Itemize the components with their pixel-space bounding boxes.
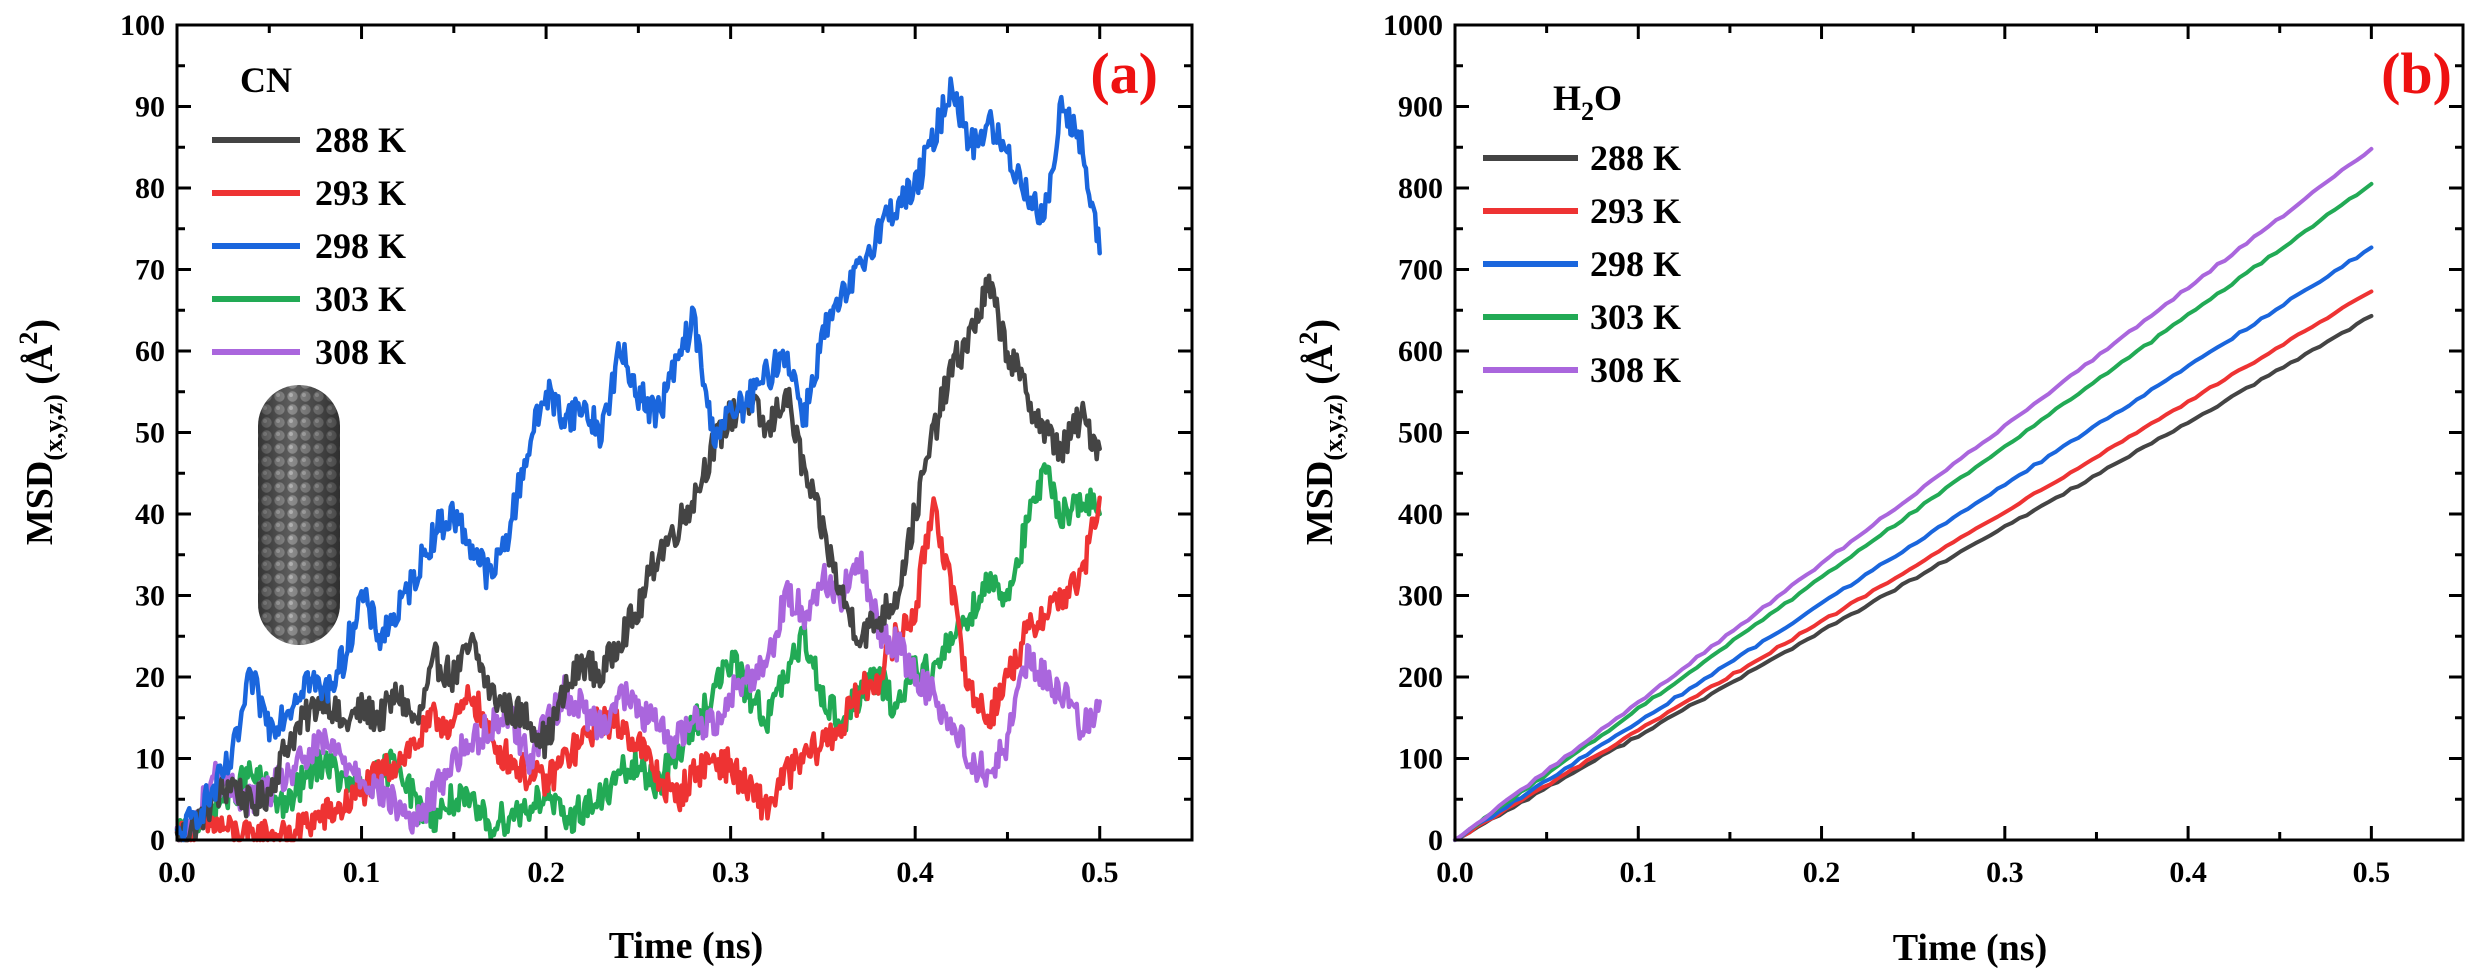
panel-a-legend-title: CN: [240, 60, 292, 100]
x-tick-label: 0.2: [527, 856, 565, 889]
panel-a-plot-frame: [175, 23, 1194, 842]
series-line-288-k: [174, 273, 1102, 843]
y-tick-label: 600: [1398, 335, 1443, 368]
y-tick-label: 900: [1398, 91, 1443, 124]
panel-b-x-axis-label: Time (ns): [1893, 927, 2047, 969]
y-tick-label: 100: [120, 9, 165, 42]
y-tick-label: 30: [135, 580, 165, 613]
panel-a-label: (a): [1090, 41, 1158, 106]
legend-entry-label: 303 K: [315, 279, 406, 319]
y-tick-label: 700: [1398, 254, 1443, 287]
legend-entry-label: 288 K: [315, 120, 406, 160]
series-line-293-k: [1453, 289, 2374, 842]
y-tick-label: 50: [135, 417, 165, 450]
y-tick-label: 1000: [1383, 9, 1443, 42]
y-tick-label: 10: [135, 743, 165, 776]
x-tick-label: 0.3: [712, 856, 750, 889]
x-tick-label: 0.5: [1081, 856, 1119, 889]
panel-b-y-axis-label: MSD(x,y,z) (Å2): [1294, 319, 1348, 545]
panel-a-y-axis-label: MSD(x,y,z) (Å2): [14, 319, 68, 545]
chart-panel-b: 0.0 0.1 0.2 0.3 0.4 0.5 0 100 200 300 400 500 600 700…: [1294, 9, 2465, 969]
series-line-303-k: [1453, 181, 2374, 842]
y-tick-label: 200: [1398, 661, 1443, 694]
y-tick-label: 70: [135, 254, 165, 287]
legend-entry-label: 298 K: [1590, 244, 1681, 284]
panel-a-x-axis-label: Time (ns): [609, 925, 763, 967]
panel-b-ticks: 0.0 0.1 0.2 0.3 0.4 0.5 0 100 200 300 400 500 600 700…: [1383, 9, 2465, 889]
series-line-298-k: [174, 76, 1102, 843]
series-line-308-k: [1453, 146, 2374, 842]
x-tick-label: 0.3: [1986, 856, 2024, 889]
y-tick-label: 90: [135, 91, 165, 124]
legend-entry-label: 308 K: [1590, 350, 1681, 390]
chart-panel-a: 0.0 0.1 0.2 0.3 0.4 0.5 0 10 20 30 40 50 60 70 80 90 100…: [14, 9, 1194, 967]
y-tick-label: 800: [1398, 172, 1443, 205]
legend-entry-label: 293 K: [1590, 191, 1681, 231]
legend-entry-label: 303 K: [1590, 297, 1681, 337]
y-tick-label: 80: [135, 172, 165, 205]
y-tick-label: 60: [135, 335, 165, 368]
series-line-303-k: [174, 462, 1102, 843]
y-tick-label: 0: [1428, 824, 1443, 857]
y-tick-label: 500: [1398, 417, 1443, 450]
y-tick-label: 100: [1398, 743, 1443, 776]
x-tick-label: 0.0: [158, 856, 196, 889]
panel-b-plot-frame: [1453, 23, 2465, 842]
panel-b-label: (b): [2381, 41, 2452, 106]
legend-entry-label: 308 K: [315, 332, 406, 372]
y-tick-label: 20: [135, 661, 165, 694]
x-tick-label: 0.4: [2169, 856, 2207, 889]
panel-a-legend: CN 288 K 293 K 298 K 303 K 308 K: [212, 60, 406, 372]
y-tick-label: 400: [1398, 498, 1443, 531]
panel-a-series-lines: [174, 76, 1102, 843]
x-tick-label: 0.2: [1803, 856, 1841, 889]
y-tick-label: 40: [135, 498, 165, 531]
x-tick-label: 0.5: [2353, 856, 2391, 889]
legend-entry-label: 298 K: [315, 226, 406, 266]
x-tick-label: 0.1: [1620, 856, 1658, 889]
x-tick-label: 0.4: [896, 856, 934, 889]
series-line-288-k: [1453, 314, 2374, 842]
nanotube-inset-image: [258, 385, 340, 645]
legend-entry-label: 288 K: [1590, 138, 1681, 178]
series-line-298-k: [1453, 245, 2374, 842]
y-tick-label: 0: [150, 824, 165, 857]
series-line-308-k: [174, 550, 1102, 843]
panel-b-series-lines: [1453, 146, 2374, 842]
legend-entry-label: 293 K: [315, 173, 406, 213]
y-tick-label: 300: [1398, 580, 1443, 613]
x-tick-label: 0.1: [343, 856, 381, 889]
panel-b-legend: H2O 288 K 293 K 298 K 303 K 308 K: [1483, 78, 1681, 390]
x-tick-label: 0.0: [1436, 856, 1474, 889]
series-line-293-k: [174, 495, 1102, 843]
panel-b-legend-title: H2O: [1553, 78, 1622, 126]
